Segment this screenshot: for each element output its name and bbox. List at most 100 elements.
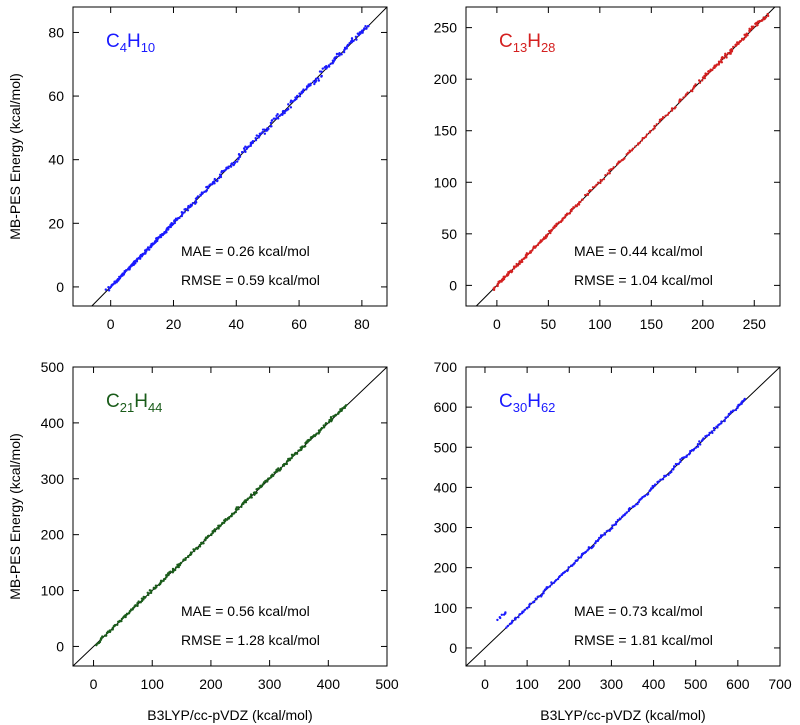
data-dot xyxy=(352,39,355,43)
data-dot xyxy=(101,635,104,638)
data-dot xyxy=(257,487,260,490)
data-dot xyxy=(627,509,631,513)
data-dot xyxy=(200,541,204,545)
data-dot xyxy=(756,23,759,27)
molecule-base1: C xyxy=(106,31,120,52)
data-dot xyxy=(259,484,262,488)
data-point xyxy=(580,546,591,556)
x-tick-label: 200 xyxy=(558,676,582,692)
data-dot xyxy=(288,457,292,460)
data-point xyxy=(255,128,266,138)
data-dot xyxy=(362,27,366,31)
data-dot xyxy=(234,508,238,511)
data-dot xyxy=(730,48,733,51)
data-point xyxy=(338,47,348,57)
data-dot xyxy=(98,640,102,644)
data-dot xyxy=(522,610,525,613)
data-dot xyxy=(361,30,364,33)
data-dot xyxy=(227,165,230,168)
data-dot xyxy=(346,43,350,47)
data-dot xyxy=(612,166,615,169)
data-point xyxy=(736,397,746,408)
data-dot xyxy=(213,177,216,181)
data-dot xyxy=(246,497,250,500)
data-dot xyxy=(255,491,258,494)
y-tick-label: 200 xyxy=(434,71,458,87)
data-dot xyxy=(542,590,545,593)
data-dot xyxy=(183,211,186,214)
data-dot xyxy=(230,162,234,165)
molecule-sub1: 13 xyxy=(513,40,527,55)
plot-frame xyxy=(465,6,781,307)
data-dot xyxy=(707,433,711,437)
data-point xyxy=(614,514,625,524)
data-dot xyxy=(254,136,257,140)
data-dot xyxy=(163,232,166,235)
y-tick-label: 700 xyxy=(434,359,458,375)
data-dot xyxy=(279,466,283,470)
molecule-base1: C xyxy=(106,391,120,412)
data-dot xyxy=(314,77,318,80)
data-dot xyxy=(286,107,290,111)
data-dot xyxy=(548,585,552,588)
data-dot xyxy=(104,288,108,291)
data-dot xyxy=(207,534,210,538)
data-point xyxy=(287,451,298,461)
data-dot xyxy=(540,593,544,597)
data-dot xyxy=(237,157,240,160)
data-dot xyxy=(504,611,507,614)
data-dot xyxy=(499,616,502,620)
x-tick-label: 0 xyxy=(493,316,501,332)
data-dot xyxy=(190,204,193,207)
data-dot xyxy=(224,518,227,521)
data-dot xyxy=(309,438,312,441)
plot-frame xyxy=(465,366,781,667)
data-dot xyxy=(625,511,629,514)
molecule-base2: H xyxy=(527,31,541,52)
data-dot xyxy=(298,92,301,95)
molecule-sub2: 62 xyxy=(541,400,555,415)
data-dot xyxy=(238,155,242,158)
data-dot xyxy=(344,404,348,407)
data-point xyxy=(755,16,765,27)
data-dot xyxy=(640,139,644,142)
data-point xyxy=(691,442,702,452)
data-dot xyxy=(134,262,137,265)
data-dot xyxy=(670,107,674,110)
y-tick-label: 200 xyxy=(434,560,458,576)
data-dot xyxy=(674,106,677,109)
x-tick-label: 40 xyxy=(228,316,244,332)
data-dot xyxy=(596,181,600,184)
y-tick-label: 500 xyxy=(41,359,65,375)
data-dot xyxy=(743,397,746,401)
data-dot xyxy=(594,541,597,545)
data-point xyxy=(713,60,724,69)
rmse-label: RMSE = 1.81 kcal/mol xyxy=(574,632,713,648)
data-dot xyxy=(758,19,761,23)
data-dot xyxy=(270,119,274,122)
data-point xyxy=(664,465,676,478)
data-dot xyxy=(655,123,658,126)
data-dot xyxy=(253,491,256,494)
panel-c30h62: 0 100 200 300 400 500 600 700 0 100 200 300 400 500 60… xyxy=(434,359,792,723)
data-dot xyxy=(711,68,714,72)
panel-c21h44: 0 100 200 300 400 500 0 100 200 300 400 500 C21H44 MA… xyxy=(7,359,399,723)
data-dot xyxy=(564,214,567,217)
x-tick-label: 700 xyxy=(768,676,792,692)
data-dot xyxy=(628,507,631,510)
data-point xyxy=(540,586,548,598)
data-dot xyxy=(114,280,117,283)
data-dot xyxy=(637,500,640,504)
data-dot xyxy=(740,402,743,405)
data-dot xyxy=(127,612,131,615)
data-dot xyxy=(555,578,558,582)
data-point xyxy=(106,624,116,634)
data-dot xyxy=(335,52,339,56)
data-dot xyxy=(700,79,704,82)
data-dot xyxy=(165,573,168,577)
data-point xyxy=(563,563,575,574)
data-dot xyxy=(697,79,701,82)
data-dot xyxy=(535,598,538,601)
data-dot xyxy=(285,462,289,466)
